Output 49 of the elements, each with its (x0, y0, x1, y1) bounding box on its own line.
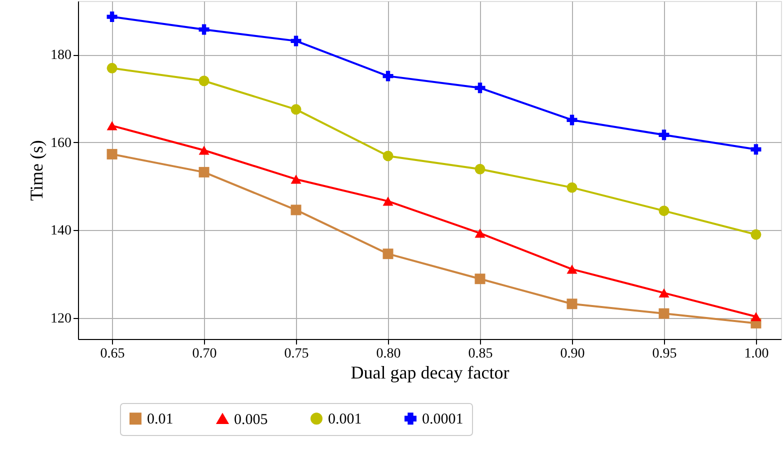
x-tick-label: 1.00 (744, 346, 769, 362)
point (658, 130, 670, 140)
point (198, 166, 210, 178)
y-tick-label: 120 (50, 311, 72, 326)
x-axis-title: Dual gap decay factor (350, 362, 510, 382)
point (566, 182, 578, 193)
point (106, 148, 118, 160)
x-tick-label: 0.75 (284, 346, 309, 362)
point (566, 298, 578, 310)
point (290, 36, 302, 46)
point (198, 24, 210, 35)
x-tick-label: 0.65 (100, 346, 125, 362)
x-tick-label: 0.70 (192, 346, 217, 362)
point (750, 229, 762, 240)
point (750, 144, 762, 155)
point (382, 150, 394, 162)
point (474, 164, 486, 174)
point (474, 82, 486, 94)
point (382, 248, 394, 260)
point (750, 312, 762, 322)
point (106, 12, 118, 22)
legend-label: 0.01 (147, 412, 174, 428)
x-tick-label: 0.90 (560, 346, 585, 362)
point (658, 288, 670, 298)
y-tick-label: 140 (50, 224, 72, 239)
point (566, 114, 578, 126)
point (290, 174, 302, 184)
y-tick-label: 180 (50, 48, 72, 64)
legend-label: 0.005 (234, 412, 268, 428)
point (290, 204, 302, 216)
y-tick-label: 160 (50, 136, 72, 151)
point (290, 104, 302, 115)
point (106, 62, 118, 74)
y-axis-title: Time (s) (26, 140, 46, 201)
legend-label: 0.001 (328, 412, 362, 428)
point (474, 228, 486, 238)
x-tick-label: 0.95 (652, 346, 677, 362)
point (198, 146, 210, 155)
point (474, 274, 486, 284)
point (382, 196, 394, 206)
x-tick-label: 0.85 (468, 346, 493, 362)
point (566, 264, 578, 274)
point (382, 70, 394, 82)
point (658, 206, 670, 216)
x-tick-label: 0.80 (376, 346, 401, 362)
point (658, 308, 670, 319)
point (198, 76, 210, 86)
legend-label: 0.0001 (422, 412, 464, 428)
point (106, 121, 118, 130)
